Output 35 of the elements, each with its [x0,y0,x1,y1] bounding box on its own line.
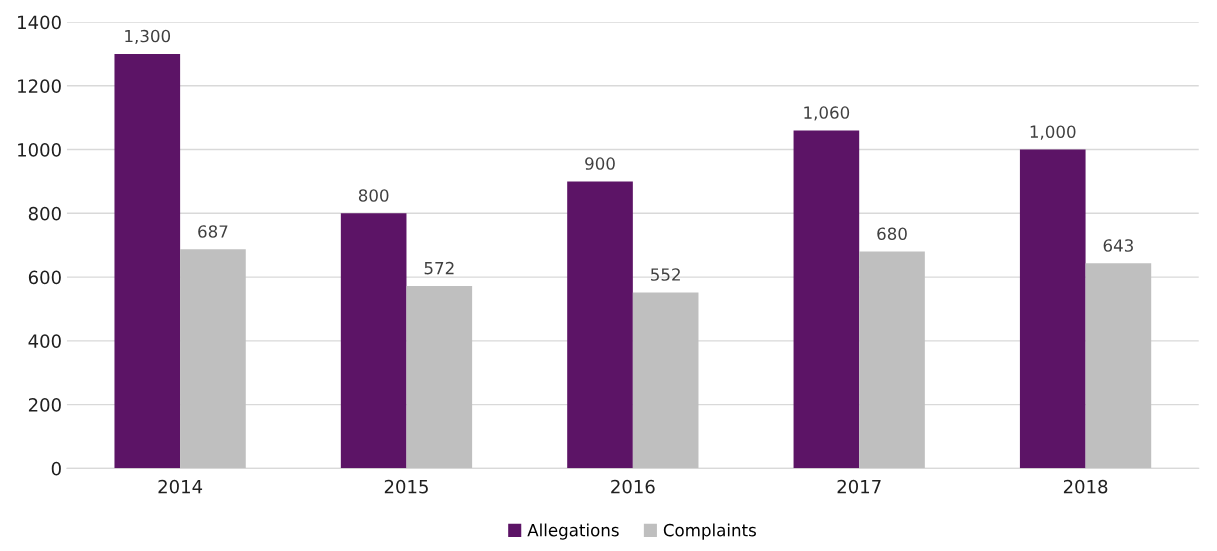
bar [567,181,633,469]
y-tick-label: 600 [28,270,61,285]
bar [406,286,473,469]
x-tick-label: 2017 [837,479,881,494]
y-tick-label: 0 [51,461,61,476]
bar [340,213,407,469]
x-tick-label: 2016 [611,479,655,494]
y-tick-label: 1400 [18,15,61,30]
bar [632,292,699,469]
y-tick-label: 1200 [18,79,61,93]
bar [1085,263,1152,469]
data-label: 1,060 [804,106,850,121]
y-tick-label: 200 [28,398,61,412]
data-label: 800 [358,189,389,202]
legend-label: Allegations [527,523,619,540]
x-tick-label: 2015 [384,479,428,494]
x-tick-label: 2018 [1063,479,1108,494]
bar [1019,149,1086,469]
bar [793,130,860,469]
y-tick-label: 400 [28,334,61,348]
data-label: 552 [651,268,680,281]
data-label: 680 [877,227,907,241]
bar [180,249,246,469]
y-tick-label: 1000 [18,143,61,157]
legend-label: Complaints [663,523,756,540]
data-label: 643 [1103,239,1133,252]
data-label: 572 [424,261,454,275]
x-tick-label: 2014 [158,479,203,494]
data-label: 687 [198,225,228,238]
data-label: 900 [585,157,615,170]
bar [859,251,925,469]
data-label: 1,000 [1030,125,1076,140]
bar [114,53,181,469]
data-label: 1,300 [125,29,171,45]
y-tick-label: 800 [28,206,61,221]
